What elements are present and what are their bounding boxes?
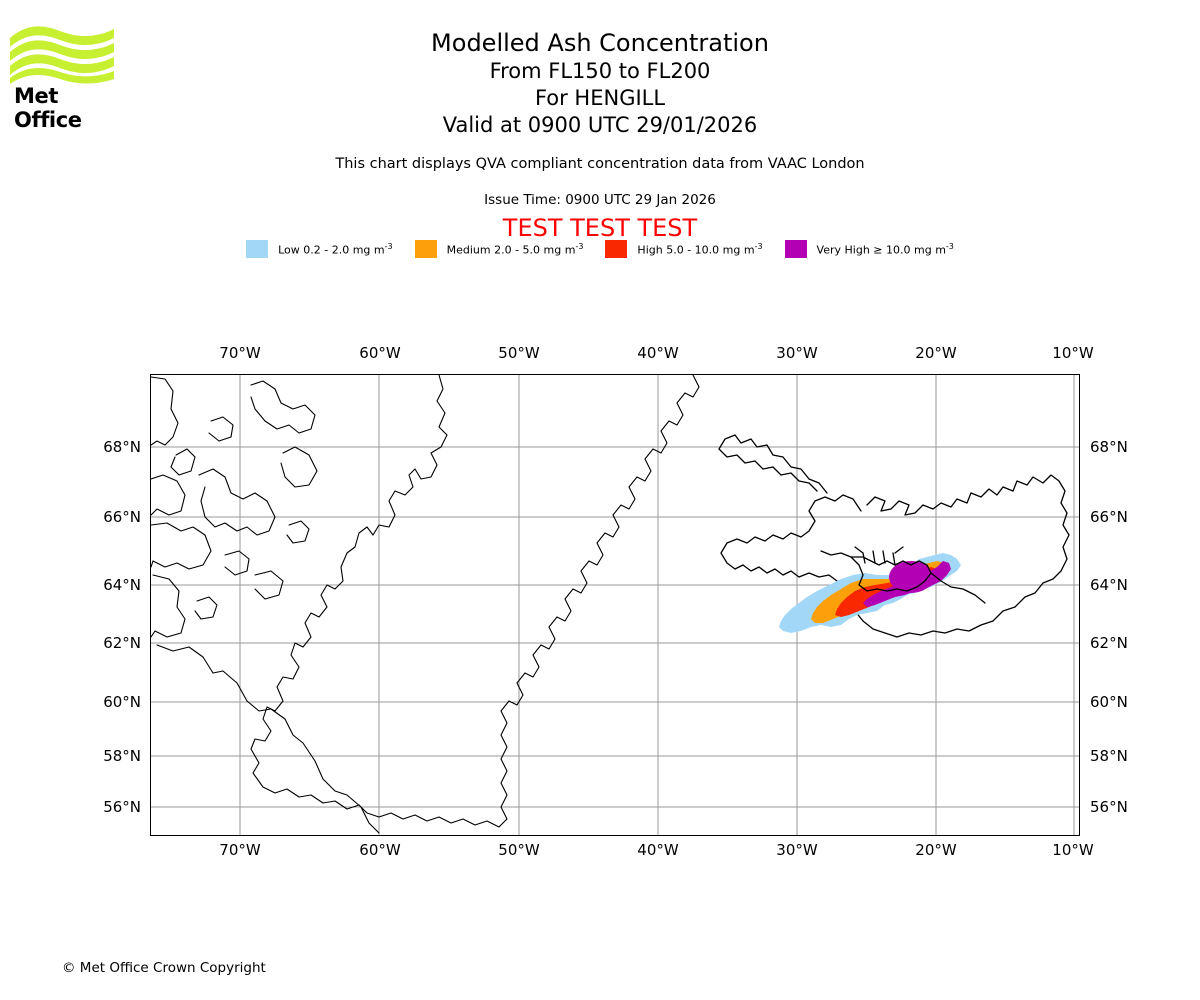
lat-label-left-66n: 66°N: [103, 508, 141, 526]
lat-label-right-64n: 64°N: [1090, 576, 1128, 594]
lon-label-top-10w: 10°W: [1052, 344, 1094, 362]
lat-label-left-56n: 56°N: [103, 798, 141, 816]
lon-label-bottom-40w: 40°W: [637, 841, 679, 859]
legend-swatch-very-high: [784, 240, 807, 258]
lon-label-bottom-60w: 60°W: [359, 841, 401, 859]
chart-description: This chart displays QVA compliant concen…: [335, 156, 865, 172]
ash-source-core: [889, 561, 933, 593]
lat-label-right-58n: 58°N: [1090, 747, 1128, 765]
lon-label-top-30w: 30°W: [776, 344, 818, 362]
coastline-canada: [151, 376, 380, 834]
legend-swatch-low: [246, 240, 269, 258]
lon-label-top-60w: 60°W: [359, 344, 401, 362]
legend-swatch-medium: [414, 240, 437, 258]
chart-title-block: Modelled Ash Concentration From FL150 to…: [0, 28, 1200, 139]
lat-label-right-60n: 60°N: [1090, 693, 1128, 711]
coastline-greenland: [250, 375, 700, 828]
legend-item-low: Low 0.2 - 2.0 mg m-3: [246, 240, 393, 258]
lon-label-bottom-70w: 70°W: [219, 841, 261, 859]
legend-item-medium: Medium 2.0 - 5.0 mg m-3: [414, 240, 584, 258]
valid-time: Valid at 0900 UTC 29/01/2026: [442, 113, 758, 137]
lon-label-bottom-50w: 50°W: [498, 841, 540, 859]
lon-label-top-70w: 70°W: [219, 344, 261, 362]
legend-label-low: Low 0.2 - 2.0 mg m-3: [278, 241, 393, 257]
lat-label-left-60n: 60°N: [103, 693, 141, 711]
met-office-logo-text: Met Office: [14, 84, 82, 132]
lat-label-left-58n: 58°N: [103, 747, 141, 765]
legend-label-medium: Medium 2.0 - 5.0 mg m-3: [446, 241, 584, 257]
test-banner: TEST TEST TEST: [502, 214, 698, 242]
lat-label-right-66n: 66°N: [1090, 508, 1128, 526]
lat-label-left-68n: 68°N: [103, 438, 141, 456]
legend-label-high: High 5.0 - 10.0 mg m-3: [637, 241, 763, 257]
legend-swatch-high: [605, 240, 628, 258]
copyright-notice: © Met Office Crown Copyright: [62, 960, 266, 976]
lon-label-bottom-30w: 30°W: [776, 841, 818, 859]
coastline-iceland: [718, 434, 1070, 638]
met-office-logo: Met Office: [8, 22, 118, 132]
volcano-name: For HENGILL: [534, 86, 666, 110]
lat-label-right-56n: 56°N: [1090, 798, 1128, 816]
met-office-waves-icon: [10, 26, 114, 84]
legend-item-very-high: Very High ≥ 10.0 mg m-3: [784, 240, 954, 258]
lon-label-top-40w: 40°W: [637, 344, 679, 362]
legend-label-very-high: Very High ≥ 10.0 mg m-3: [816, 241, 954, 257]
legend-item-high: High 5.0 - 10.0 mg m-3: [605, 240, 763, 258]
lon-label-top-50w: 50°W: [498, 344, 540, 362]
page-title: Modelled Ash Concentration: [431, 29, 769, 57]
flight-level-range: From FL150 to FL200: [489, 59, 711, 83]
lon-label-bottom-20w: 20°W: [915, 841, 957, 859]
graticule-grid: [151, 375, 1079, 835]
ash-plume: [779, 553, 961, 633]
map-canvas: [151, 375, 1079, 835]
issue-time: Issue Time: 0900 UTC 29 Jan 2026: [484, 192, 716, 208]
lat-label-left-64n: 64°N: [103, 576, 141, 594]
concentration-legend: Low 0.2 - 2.0 mg m-3 Medium 2.0 - 5.0 mg…: [0, 240, 1200, 258]
ash-concentration-map[interactable]: [150, 374, 1080, 836]
coastline-reykjanes: [820, 546, 986, 604]
lat-label-left-62n: 62°N: [103, 634, 141, 652]
lon-label-top-20w: 20°W: [915, 344, 957, 362]
lat-label-right-62n: 62°N: [1090, 634, 1128, 652]
lon-label-bottom-10w: 10°W: [1052, 841, 1094, 859]
lat-label-right-68n: 68°N: [1090, 438, 1128, 456]
